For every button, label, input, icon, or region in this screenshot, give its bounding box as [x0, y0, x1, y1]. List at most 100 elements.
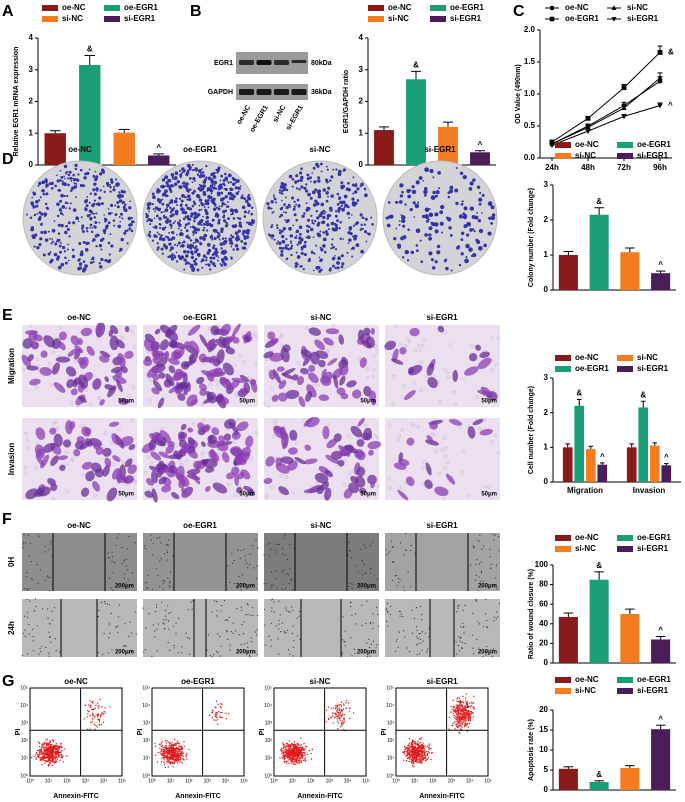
colony	[197, 169, 202, 173]
cell-dot	[26, 653, 29, 655]
cell-dot	[32, 640, 34, 642]
colony	[119, 247, 123, 252]
colony	[282, 226, 287, 231]
event	[41, 759, 43, 761]
colony	[295, 174, 299, 178]
pore	[69, 401, 74, 405]
cell	[368, 390, 377, 402]
event	[285, 750, 288, 753]
cell-dot	[285, 607, 287, 609]
colony	[25, 213, 28, 216]
cell-dot	[458, 604, 460, 606]
event	[103, 710, 105, 713]
cell-dot	[249, 656, 251, 658]
colony	[364, 217, 368, 221]
cell-dot	[40, 650, 42, 653]
event	[215, 711, 217, 714]
cell-dot	[493, 620, 495, 622]
colony	[63, 250, 66, 253]
pore	[490, 367, 494, 372]
image-title: oe-NC	[67, 521, 91, 530]
event	[340, 710, 342, 713]
cell-dot	[125, 645, 127, 647]
colony	[411, 185, 415, 189]
cell-dot	[277, 638, 279, 640]
legend-swatch	[555, 366, 571, 372]
image-title: si-NC	[311, 521, 332, 530]
colony	[129, 200, 131, 203]
event	[94, 728, 96, 731]
cell-dot	[206, 649, 208, 651]
cell	[73, 448, 81, 457]
cell-dot	[111, 551, 113, 553]
image-title: oe-EGR1	[183, 521, 217, 530]
colony	[85, 204, 89, 208]
colony	[303, 252, 307, 257]
image-title: si-EGR1	[424, 145, 456, 154]
colony	[59, 199, 63, 203]
pore	[470, 344, 474, 349]
cell-dot	[388, 552, 390, 554]
colony	[152, 226, 155, 228]
cell-dot	[244, 555, 246, 557]
event	[51, 760, 53, 762]
cell-dot	[123, 577, 126, 579]
cell	[244, 335, 251, 343]
event	[293, 750, 296, 752]
cell	[158, 476, 167, 485]
colony	[296, 179, 300, 183]
event	[56, 758, 58, 760]
colony	[281, 246, 285, 250]
colony	[212, 246, 215, 249]
colony	[338, 227, 341, 230]
colony	[183, 268, 186, 271]
cell-dot	[361, 624, 363, 626]
colony	[191, 268, 195, 272]
event	[285, 742, 288, 745]
cell	[427, 377, 438, 389]
event	[163, 754, 165, 757]
cell-dot	[396, 585, 398, 587]
event	[303, 749, 305, 752]
cell-dot	[492, 648, 494, 650]
annotation: &	[596, 197, 602, 206]
colony	[202, 192, 207, 196]
cell	[165, 444, 175, 455]
cell-dot	[236, 607, 238, 610]
colony	[220, 197, 225, 202]
colony	[436, 244, 441, 249]
colony	[169, 223, 173, 227]
event	[294, 753, 297, 756]
colony	[63, 164, 68, 169]
cell-dot	[44, 545, 46, 547]
pore	[127, 394, 131, 398]
event	[339, 719, 341, 721]
colony	[209, 195, 213, 200]
pore	[364, 423, 368, 428]
pore	[452, 390, 456, 395]
event	[41, 743, 43, 746]
colony	[339, 200, 343, 205]
colony	[94, 221, 98, 225]
y-tick-label: 1.5	[524, 57, 536, 66]
event	[45, 754, 48, 756]
cell-dot	[226, 564, 229, 567]
event	[329, 716, 332, 719]
event	[335, 706, 337, 709]
colony	[186, 174, 189, 177]
cell	[65, 420, 73, 435]
event	[37, 741, 40, 743]
colony	[191, 252, 194, 256]
event	[304, 751, 306, 753]
cell	[405, 476, 415, 487]
colony	[205, 263, 208, 266]
colony	[400, 236, 405, 241]
cell-dot	[98, 609, 100, 612]
colony	[32, 191, 35, 194]
colony	[230, 256, 233, 259]
event	[154, 754, 157, 756]
event	[188, 748, 190, 751]
event	[173, 748, 175, 751]
cell-dot	[26, 572, 28, 574]
colony	[428, 226, 433, 231]
